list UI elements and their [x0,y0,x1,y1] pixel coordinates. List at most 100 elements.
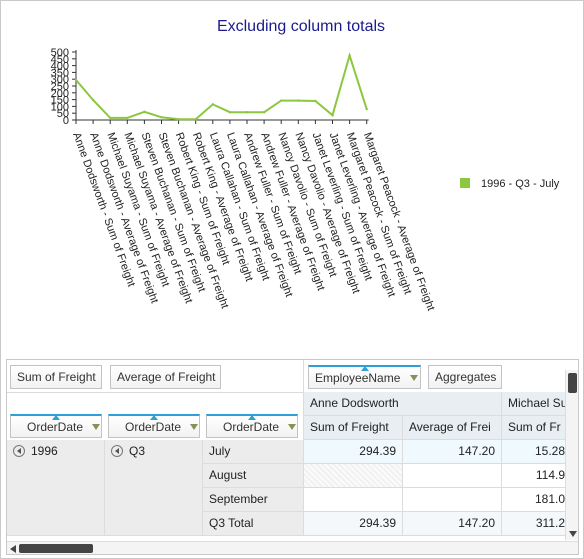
row-field-label: OrderDate [27,420,84,434]
measure-header-average[interactable]: Average of Frei [403,416,502,440]
y-tick-label: 250 [51,81,69,93]
quarter-label: Q3 [129,444,146,458]
data-point [194,118,197,121]
data-point [211,103,214,106]
pivot-grid: Sum of Freight Average of Freight Employ… [6,359,579,555]
data-point [228,111,232,114]
row-header-quarter[interactable]: Q3 [105,440,203,536]
data-point [160,116,163,119]
horizontal-scrollbar[interactable] [7,541,578,554]
measure-label: Sum of Freight [310,420,389,434]
filter-icon[interactable] [190,423,199,430]
y-tick-label: 400 [51,61,69,73]
data-point [348,54,351,57]
data-cell[interactable]: 114.9 [502,464,572,488]
legend-swatch [460,178,470,188]
data-point [245,111,249,114]
y-tick-label: 200 [51,88,69,100]
data-cell[interactable] [403,488,502,512]
data-cell[interactable]: 294.39 [304,440,403,464]
data-point [314,99,317,103]
y-tick-label: 350 [51,67,69,79]
series-line [75,51,368,121]
line-chart: Excluding column totals 0501001502002503… [51,18,560,312]
filter-icon[interactable] [409,374,418,381]
data-cell[interactable] [403,464,502,488]
y-tick-label: 100 [51,101,69,113]
sort-arrow-icon [248,415,256,420]
vertical-scrollbar[interactable] [565,370,578,540]
row-field-label: OrderDate [223,420,280,434]
scroll-thumb[interactable] [19,544,93,553]
data-point [126,116,129,120]
sort-arrow-icon [360,366,369,371]
data-cell[interactable] [304,488,403,512]
data-point [262,111,266,114]
data-cell[interactable]: 147.20 [403,440,502,464]
row-label: July [209,444,231,458]
column-field-aggregates[interactable]: Aggregates [428,365,502,389]
data-point [331,114,334,117]
column-group-label: Anne Dodsworth [310,396,399,410]
legend[interactable]: 1996 - Q3 - July [460,178,560,190]
scroll-down-icon[interactable] [569,531,577,537]
row-field-orderdate-year[interactable]: OrderDate [10,414,102,438]
legend-label: 1996 - Q3 - July [481,178,560,190]
data-field-label: Sum of Freight [17,370,96,384]
y-tick-label: 50 [57,108,69,120]
data-point [143,110,146,114]
row-field-orderdate-month[interactable]: OrderDate [206,414,298,438]
data-field-sum-of-freight[interactable]: Sum of Freight [10,365,102,389]
total-cell[interactable]: 311.2 [502,512,572,536]
data-cell[interactable]: 15.28 [502,440,572,464]
total-cell[interactable]: 147.20 [403,512,502,536]
measure-header-sum[interactable]: Sum of Fr [502,416,572,440]
row-header-month[interactable]: September [203,488,304,512]
scroll-left-icon[interactable] [10,545,16,553]
row-field-orderdate-quarter[interactable]: OrderDate [108,414,200,438]
row-label: August [209,468,247,482]
data-cell[interactable] [304,464,403,488]
row-header-year[interactable]: 1996 [7,440,105,536]
divider [7,392,578,393]
sort-arrow-icon [52,415,60,420]
data-point [91,98,95,102]
column-field-employeename[interactable]: EmployeeName [308,365,421,389]
data-point [365,107,368,111]
column-group-michael-suyama[interactable]: Michael Su [502,392,572,416]
y-tick-label: 500 [51,47,69,59]
scroll-thumb[interactable] [568,373,577,393]
y-tick-label: 450 [51,54,69,66]
year-label: 1996 [31,444,58,458]
data-field-label: Average of Freight [117,370,216,384]
y-tick-label: 150 [51,95,69,107]
chart-title: Excluding column totals [217,18,385,35]
measure-header-sum[interactable]: Sum of Freight [304,416,403,440]
y-tick-label: 0 [63,115,69,127]
data-point [297,99,300,102]
y-tick-label: 300 [51,74,69,86]
column-field-label: EmployeeName [315,371,401,385]
row-header-month[interactable]: August [203,464,304,488]
column-group-label: Michael Su [508,396,568,410]
row-header-quarter-total[interactable]: Q3 Total [203,512,304,536]
data-point [177,118,180,121]
total-cell[interactable]: 294.39 [304,512,403,536]
measure-label: Average of Frei [409,420,491,434]
data-point [280,99,283,102]
data-cell[interactable]: 181.0 [502,488,572,512]
row-label: September [209,492,268,506]
collapse-icon[interactable] [111,444,123,457]
filter-icon[interactable] [92,423,101,430]
column-group-anne-dodsworth[interactable]: Anne Dodsworth [304,392,502,416]
series-lines [74,51,368,121]
data-point [74,78,78,82]
collapse-icon[interactable] [13,444,25,457]
data-point [109,116,112,120]
row-header-month[interactable]: July [203,440,304,464]
filter-icon[interactable] [288,423,297,430]
data-field-average-of-freight[interactable]: Average of Freight [110,365,221,389]
